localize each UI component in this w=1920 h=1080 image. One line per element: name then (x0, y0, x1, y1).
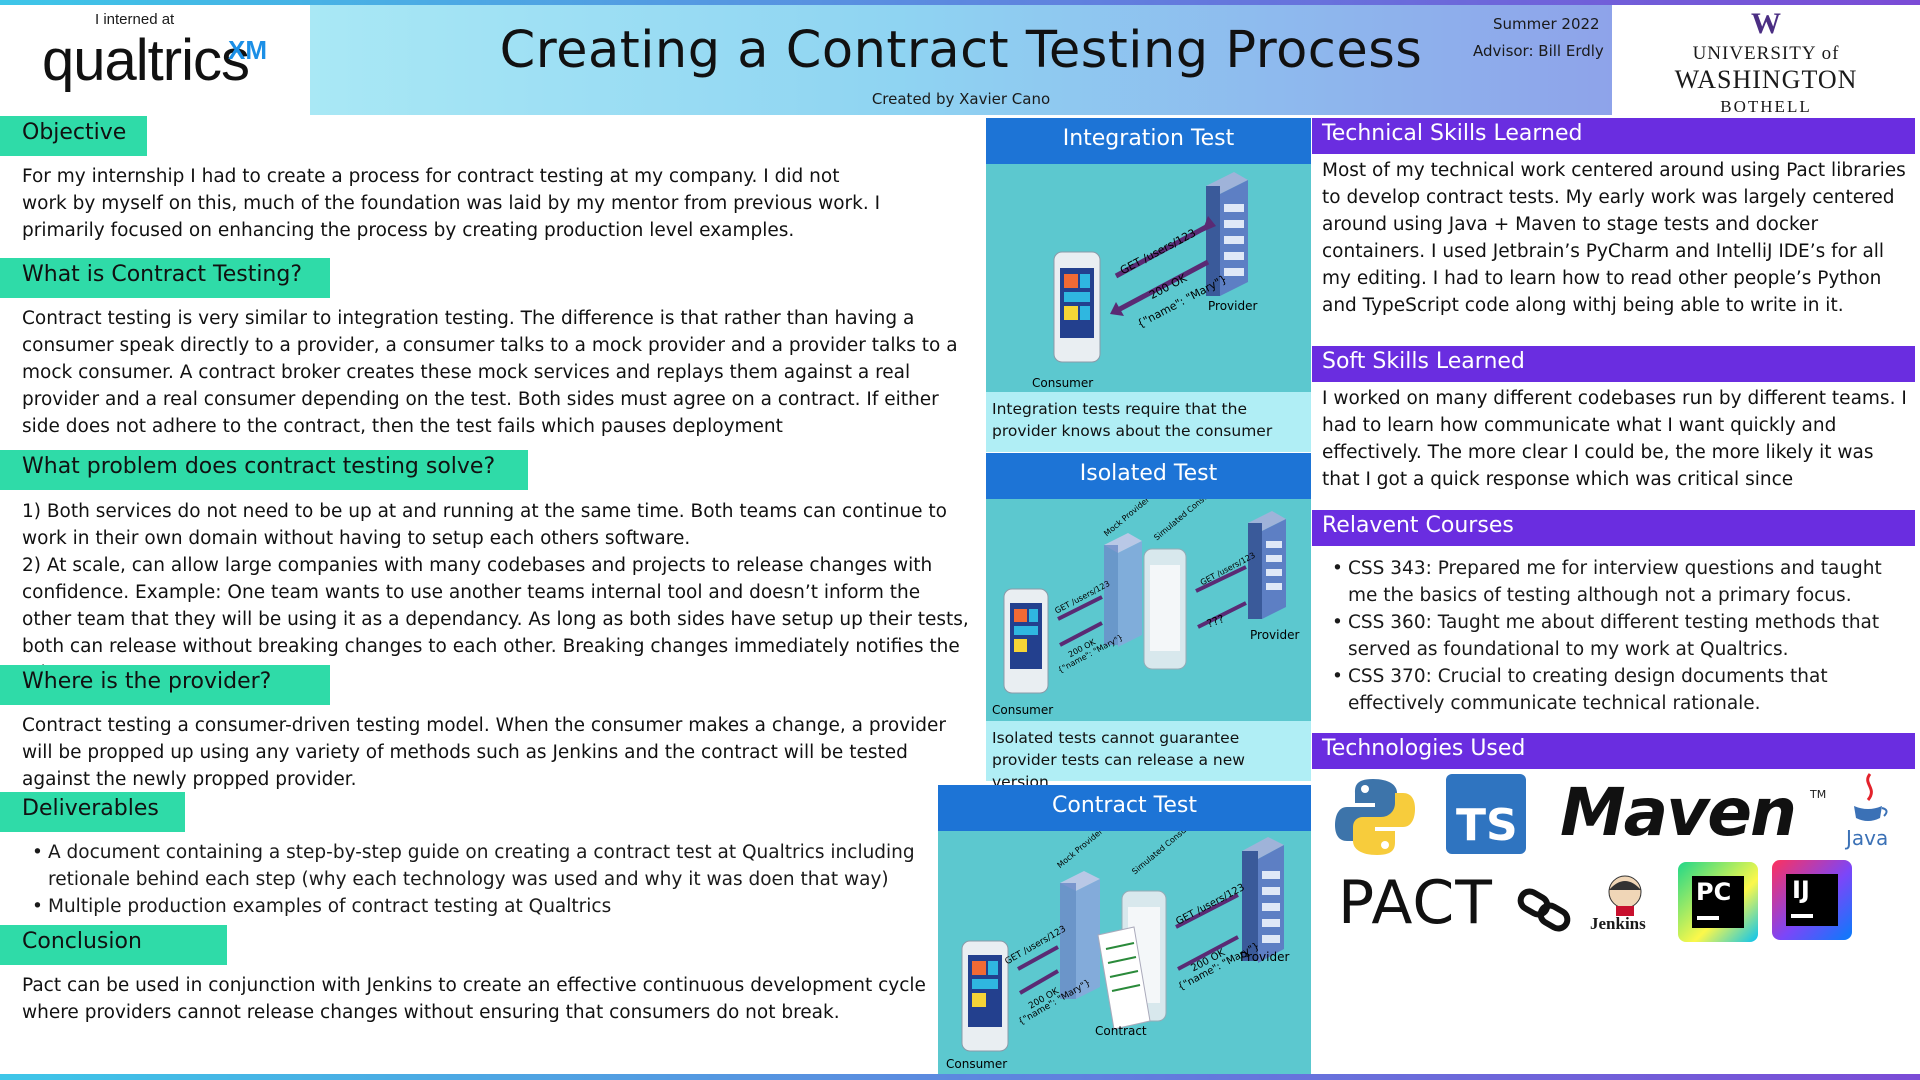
request-label: GET /users/123 (1118, 226, 1198, 277)
problem-heading: What problem does contract testing solve… (0, 450, 528, 490)
integration-test-heading: Integration Test (986, 118, 1311, 164)
maven-logo: Maven TM (1560, 774, 1826, 851)
soft-skills-heading: Soft Skills Learned (1312, 346, 1915, 382)
course-item: CSS 370: Crucial to creating design docu… (1332, 663, 1914, 717)
provider-server-icon (1206, 172, 1248, 296)
unknown-label: ??? (1205, 612, 1226, 630)
advisor-label: Advisor: Bill Erdly (1473, 42, 1604, 60)
isolated-test-caption: Isolated tests cannot guarantee provider… (986, 721, 1311, 791)
request-label-right: GET /users/123 (1174, 882, 1246, 927)
problem-text-1: 1) Both services do not need to be up at… (22, 501, 947, 549)
simulated-consumer-icon (1143, 548, 1187, 670)
pycharm-label: PC (1696, 878, 1732, 906)
provider-heading: Where is the provider? (0, 665, 330, 705)
courses-heading: Relavent Courses (1312, 510, 1915, 546)
deliverable-item: Multiple production examples of contract… (32, 893, 948, 920)
mock-provider-label: Mock Provider (1055, 831, 1104, 870)
top-gradient-rule (0, 0, 1920, 5)
intellij-label: IJ (1792, 876, 1810, 904)
contract-test-heading: Contract Test (938, 785, 1311, 831)
what-heading: What is Contract Testing? (0, 258, 330, 298)
contract-document-icon (1097, 926, 1151, 1030)
uw-line-3: BOTHELL (1720, 97, 1812, 116)
java-label: Java (1846, 826, 1889, 850)
maven-trademark: TM (1810, 788, 1827, 801)
jenkins-label: Jenkins (1590, 914, 1646, 933)
chain-link-icon (1517, 888, 1571, 932)
mock-provider-icon (1104, 533, 1142, 647)
uw-bothell-logo: W UNIVERSITY of WASHINGTON BOTHELL (1612, 5, 1920, 116)
typescript-label: TS (1456, 800, 1518, 851)
interned-label: I interned at (95, 11, 175, 28)
problem-text-2: 2) At scale, can allow large companies w… (22, 555, 969, 684)
provider-server-icon (1248, 511, 1286, 619)
provider-label: Provider (1208, 299, 1257, 313)
conclusion-heading: Conclusion (0, 925, 227, 965)
request-label: GET /users/123 (1053, 579, 1111, 616)
qualtrics-logo: I interned at qualtrics XM (0, 5, 310, 115)
technical-skills-heading: Technical Skills Learned (1312, 118, 1915, 154)
technologies-heading: Technologies Used (1312, 733, 1915, 769)
deliverables-list: A document containing a step-by-step gui… (32, 839, 948, 920)
integration-test-caption: Integration tests require that the provi… (986, 392, 1311, 452)
bottom-gradient-rule (0, 1074, 1920, 1080)
deliverable-item: A document containing a step-by-step gui… (32, 839, 948, 893)
isolated-test-diagram: GET /users/123 200 OK {"name": "Mary"} G… (986, 481, 1311, 721)
java-cup-icon (1854, 773, 1888, 821)
provider-label: Provider (1240, 950, 1289, 964)
technical-skills-text: Most of my technical work centered aroun… (1322, 160, 1906, 316)
objective-heading: Objective (0, 116, 147, 156)
python-icon (1335, 779, 1415, 855)
consumer-phone-icon (1003, 588, 1049, 694)
season-label: Summer 2022 (1493, 15, 1600, 33)
consumer-phone-icon (961, 940, 1009, 1052)
course-item: CSS 343: Prepared me for interview quest… (1332, 555, 1914, 609)
pycharm-icon: PC (1678, 862, 1758, 942)
simulated-consumer-label: Simulated Consumer (1130, 831, 1200, 876)
contract-label: Contract (1095, 1024, 1147, 1038)
mock-provider-label: Mock Provider (1102, 499, 1151, 538)
jenkins-logo: Jenkins (1586, 872, 1664, 936)
deliverables-heading: Deliverables (0, 792, 185, 832)
provider-server-icon (1242, 837, 1284, 963)
consumer-phone-icon (1053, 251, 1101, 363)
soft-skills-text: I worked on many different codebases run… (1322, 388, 1907, 490)
jenkins-butler-icon (1608, 875, 1642, 916)
consumer-label: Consumer (946, 1057, 1007, 1071)
poster-author: Created by Xavier Cano (871, 90, 1051, 108)
header-banner: Creating a Contract Testing Process Crea… (310, 5, 1612, 115)
qualtrics-wordmark: qualtrics (42, 28, 250, 93)
uw-line-2: WASHINGTON (1674, 65, 1858, 94)
contract-test-diagram: GET /users/123 200 OK {"name": "Mary"} G… (938, 815, 1311, 1074)
consumer-label: Consumer (1032, 376, 1093, 390)
course-item: CSS 360: Taught me about different testi… (1332, 609, 1914, 663)
conclusion-text: Pact can be used in conjunction with Jen… (22, 975, 926, 1023)
java-icon: Java (1844, 770, 1894, 850)
courses-list: CSS 343: Prepared me for interview quest… (1332, 555, 1914, 717)
mock-provider-icon (1060, 871, 1100, 999)
objective-text: For my internship I had to create a proc… (22, 166, 881, 241)
consumer-label: Consumer (992, 703, 1053, 717)
what-text: Contract testing is very similar to inte… (22, 308, 958, 437)
typescript-icon: TS (1446, 774, 1526, 854)
maven-wordmark: Maven (1560, 774, 1797, 851)
pycharm-inner: PC (1692, 876, 1744, 928)
qualtrics-xm-mark: XM (228, 35, 267, 65)
uw-w-mark: W (1751, 7, 1781, 40)
poster-title: Creating a Contract Testing Process (499, 21, 1423, 80)
intellij-inner: IJ (1786, 874, 1838, 926)
integration-test-diagram: GET /users/123 200 OK {"name": "Mary"} P… (986, 164, 1311, 392)
provider-text: Contract testing a consumer-driven testi… (22, 715, 946, 790)
uw-line-1: UNIVERSITY of (1692, 43, 1840, 64)
simulated-consumer-label: Simulated Consumer (1152, 499, 1222, 542)
isolated-test-heading: Isolated Test (986, 453, 1311, 499)
intellij-icon: IJ (1772, 860, 1852, 940)
provider-label: Provider (1250, 628, 1299, 642)
pact-wordmark: PACT (1338, 868, 1493, 938)
pact-logo: PACT (1338, 868, 1571, 938)
